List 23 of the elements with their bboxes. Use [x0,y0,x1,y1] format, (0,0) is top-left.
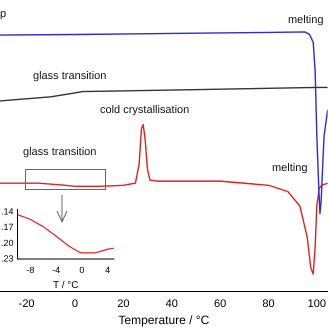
x-tick-label: 20 [117,298,130,310]
y-tick-label: .17 [0,222,14,232]
annotation: glass transition [23,146,96,158]
annotation: cold crystallisation [100,104,190,116]
x-tick-label: 100 [308,298,326,310]
x-tick-label: 0 [72,298,78,310]
x-tick-label: 4 [105,265,110,276]
x-axis-title: Temperature / °C [118,313,210,328]
x-axis-title: T / °C [53,280,78,291]
x-tick-label: 60 [214,298,226,310]
x-tick-label: -8 [26,265,34,276]
y-tick-label: .23 [0,254,14,264]
text: p [0,8,6,20]
annotation: glass transition [33,70,106,82]
x-tick-label: 0 [79,265,84,276]
y-tick-label: .20 [0,238,14,248]
y-tick-label: .14 [0,206,14,217]
x-tick-label: 80 [262,298,275,310]
x-tick-label: 40 [166,298,178,310]
annotation: melting [272,162,308,174]
x-tick-label: -4 [52,265,60,276]
text: melting [288,14,324,26]
x-tick-label: -20 [18,298,35,310]
